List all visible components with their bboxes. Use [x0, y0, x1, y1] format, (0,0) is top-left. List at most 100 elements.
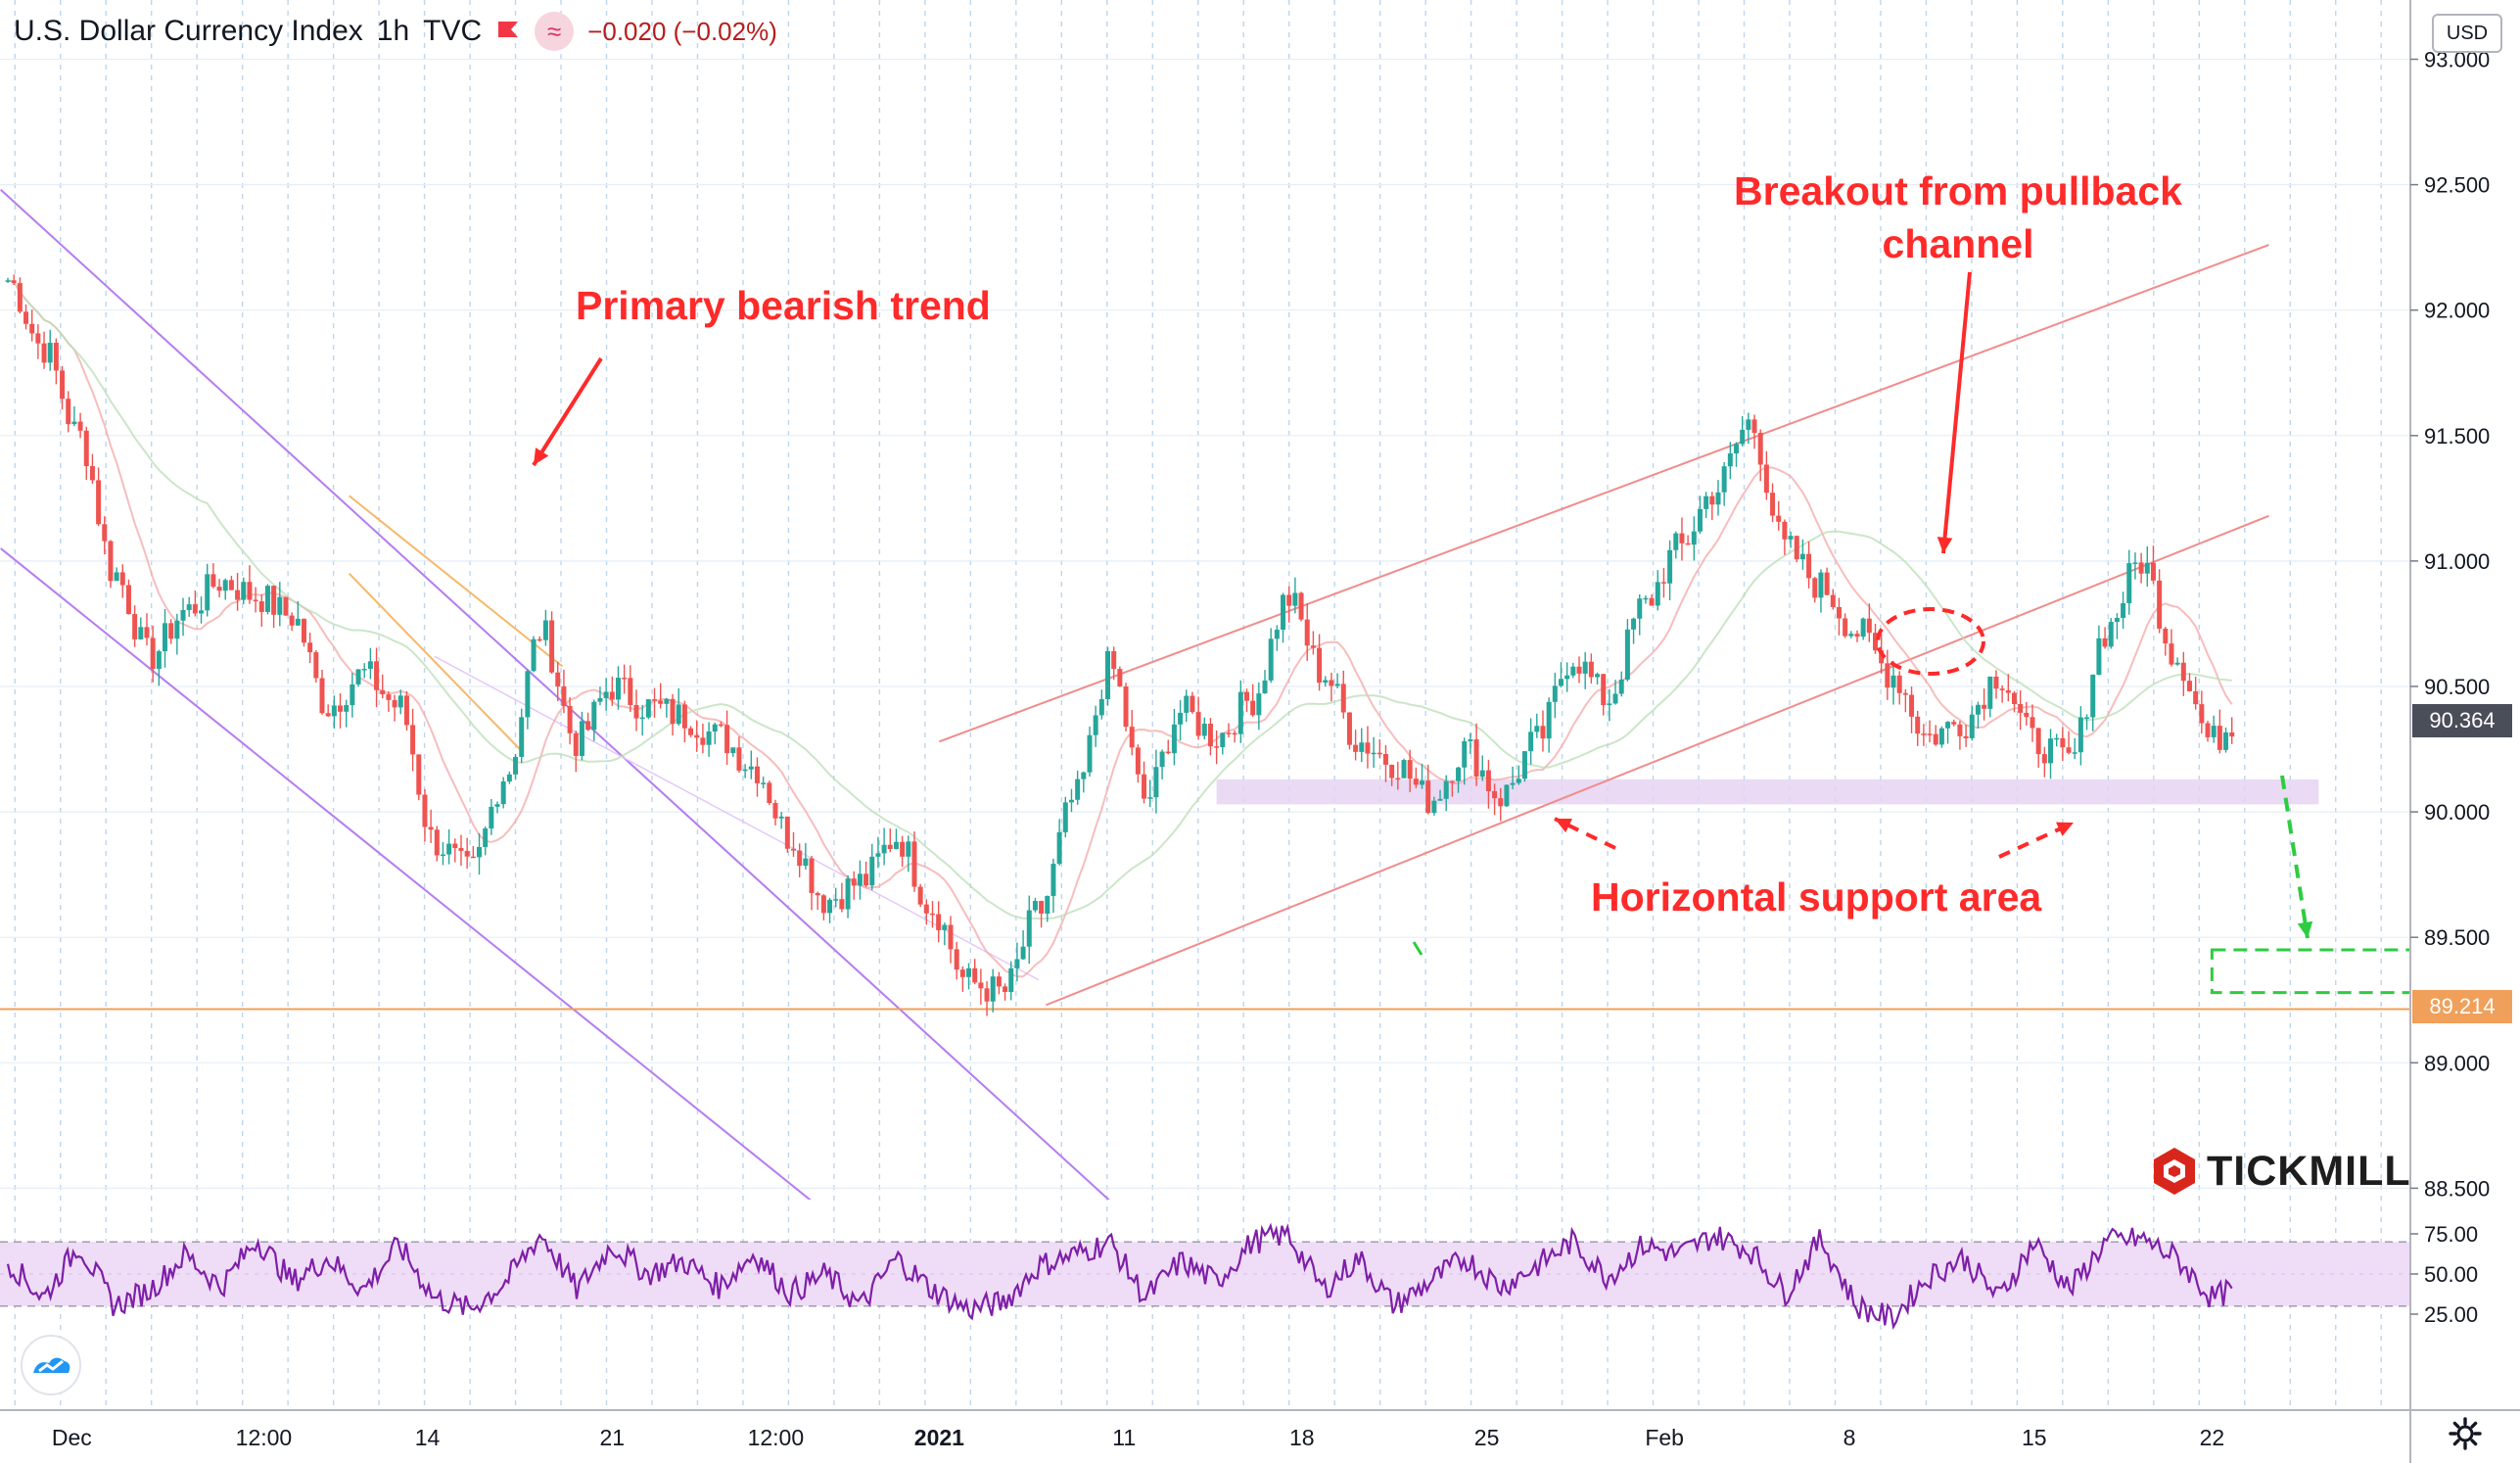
candle-body — [253, 599, 258, 602]
interval-label[interactable]: 1h — [376, 15, 410, 47]
candle-body — [1256, 693, 1262, 716]
candle-body — [767, 782, 772, 803]
x-tick-label: 22 — [2200, 1425, 2225, 1450]
candle-body — [1546, 701, 1552, 739]
candle-body — [1359, 742, 1365, 752]
candle-body — [754, 766, 760, 783]
candle-body — [1201, 724, 1207, 736]
candle-body — [923, 904, 929, 914]
candle-body — [319, 678, 325, 714]
x-tick-label: 2021 — [914, 1425, 964, 1450]
candle-body — [1679, 533, 1685, 543]
candle-body — [1757, 433, 1763, 465]
candle-body — [887, 844, 893, 849]
candle-body — [1407, 760, 1413, 779]
candle-body — [114, 572, 119, 582]
candle-body — [573, 732, 579, 756]
candle-body — [1872, 633, 1878, 651]
candle-body — [1770, 493, 1776, 516]
candle-body — [301, 618, 306, 643]
symbol-title[interactable]: U.S. Dollar Currency Index — [14, 15, 363, 47]
candle-body — [917, 886, 923, 905]
annotation-breakout: Breakout from pullback channel — [1684, 165, 2232, 270]
candle-body — [761, 782, 767, 784]
candle-body — [1576, 666, 1582, 674]
candle-body — [2108, 622, 2114, 647]
tradingview-cloud-icon[interactable] — [20, 1334, 82, 1396]
candle-body — [60, 370, 66, 400]
candle-body — [477, 846, 483, 858]
candle-body — [851, 878, 857, 886]
current-price-label: 90.364 — [2412, 704, 2512, 737]
candle-body — [948, 924, 954, 950]
candle-body — [361, 669, 367, 671]
candle-body — [1250, 700, 1256, 716]
candle-body — [434, 829, 440, 856]
y-tick-label: 90.000 — [2424, 800, 2490, 825]
candle-body — [1485, 770, 1491, 791]
candle-body — [89, 466, 95, 481]
candle-body — [5, 280, 11, 282]
candle-body — [1479, 770, 1485, 778]
candle-body — [156, 651, 162, 670]
candle-body — [235, 590, 241, 600]
moving-average-slow — [7, 279, 2232, 920]
candle-body — [374, 661, 380, 690]
candle-body — [1286, 594, 1292, 606]
candle-body — [1854, 634, 1860, 637]
candle-body — [1987, 676, 1993, 709]
candle-body — [1788, 536, 1794, 540]
candle-body — [628, 678, 633, 706]
candle-body — [652, 699, 658, 701]
x-tick-label: 14 — [415, 1425, 441, 1450]
candle-body — [585, 721, 591, 731]
candle-body — [205, 574, 210, 611]
candle-body — [440, 854, 445, 857]
candle-body — [1564, 675, 1570, 680]
candle-body — [1963, 735, 1969, 738]
candle-body — [1612, 693, 1618, 704]
candle-body — [108, 541, 114, 582]
x-tick-label: 8 — [1843, 1425, 1856, 1450]
candle-body — [1456, 767, 1462, 781]
candle-body — [670, 698, 676, 725]
candle-body — [392, 699, 397, 708]
rsi-tick-label: 75.00 — [2424, 1222, 2478, 1247]
candle-body — [1558, 679, 1563, 686]
candle-body — [403, 695, 409, 726]
candle-body — [700, 737, 706, 745]
candle-body — [2180, 662, 2186, 682]
settings-gear-icon[interactable] — [2448, 1416, 2483, 1451]
candle-body — [2072, 752, 2077, 754]
candle-body — [271, 586, 277, 615]
currency-badge[interactable]: USD — [2432, 14, 2502, 53]
candle-body — [416, 754, 422, 795]
candle-body — [1425, 780, 1431, 814]
x-tick-label: 21 — [600, 1425, 626, 1450]
candle-body — [676, 704, 681, 725]
candle-body — [1830, 594, 1836, 607]
candle-body — [1111, 650, 1117, 670]
candle-body — [1915, 716, 1921, 734]
red-flag-icon[interactable] — [495, 19, 521, 44]
candle-body — [446, 843, 452, 855]
candle-body — [1226, 732, 1232, 734]
candle-body — [180, 609, 186, 621]
candle-body — [1232, 732, 1237, 735]
annotation-support: Horizontal support area — [1591, 874, 2042, 920]
candle-body — [1449, 780, 1455, 783]
annotation-primary-trend: Primary bearish trend — [576, 283, 991, 328]
candle-body — [2090, 674, 2096, 718]
candle-body — [658, 700, 664, 704]
candle-body — [2018, 704, 2024, 713]
pullback-channel-upper-line — [939, 244, 2269, 743]
logo-text: TICKMILL — [2207, 1147, 2411, 1195]
wave-icon[interactable]: ≈ — [535, 12, 575, 51]
candle-body — [119, 572, 125, 586]
candle-body — [1462, 740, 1468, 768]
candle-body — [1607, 703, 1612, 706]
candle-body — [331, 705, 337, 717]
candle-body — [906, 841, 911, 857]
candle-body — [1957, 724, 1963, 736]
